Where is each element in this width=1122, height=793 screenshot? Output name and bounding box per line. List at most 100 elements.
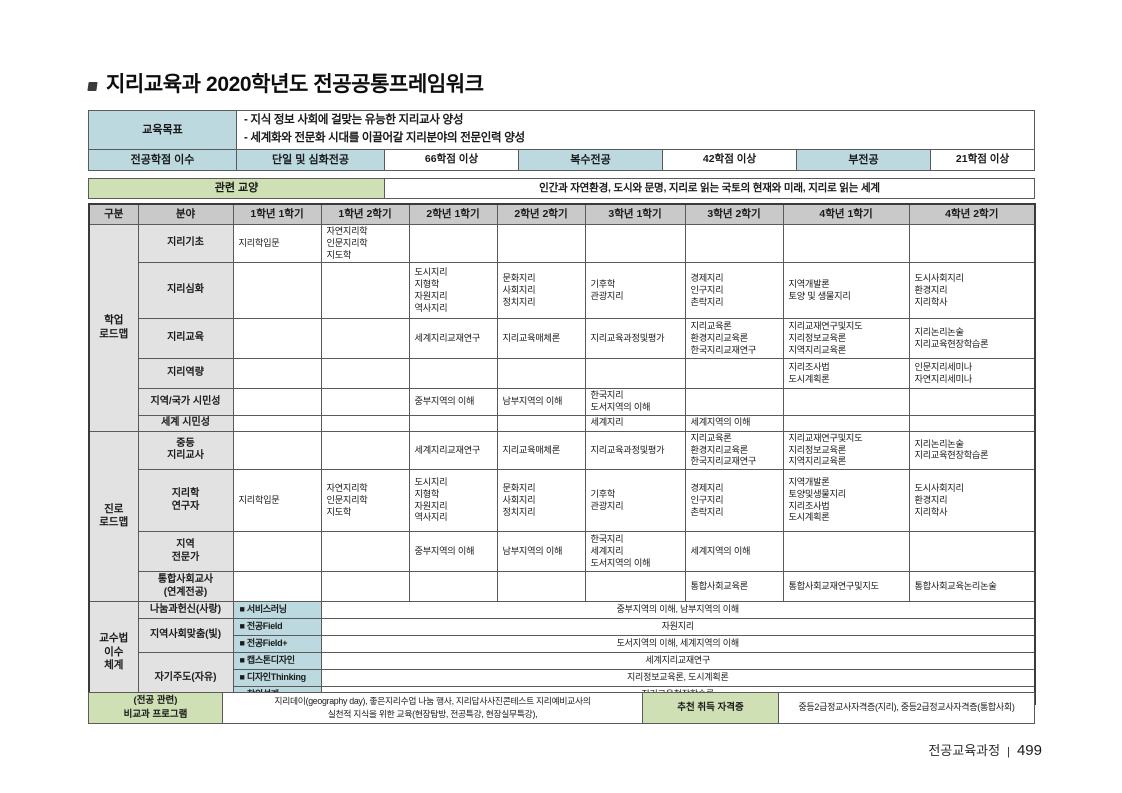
program-description-line-2: 실천적 지식을 위한 교육(현장탐방, 전공특강, 현장실무특강), (327, 709, 538, 720)
matrix-group-label-line: 로드맵 (99, 516, 129, 529)
matrix-field-label-line: 지리역량 (167, 367, 204, 379)
matrix-field-label: 중등 지리교사 (137, 430, 234, 471)
matrix-cell (584, 358, 686, 390)
matrix-cell (782, 223, 910, 264)
course-name: 지리교육론 (690, 432, 732, 443)
matrix-cell (320, 571, 410, 603)
matrix-cell (232, 571, 322, 603)
credit-type-minor: 부전공 (796, 148, 931, 171)
course-name: 경제지리 (690, 482, 724, 493)
course-name: 도서지역의 이해 (590, 402, 651, 413)
matrix-cell: 자연지리학 인문지리학 지도학 (320, 469, 410, 533)
teaching-method-field: 나눔과헌신(사랑) (137, 601, 234, 620)
teaching-method-value: 세계지리교재연구 (320, 652, 1036, 671)
course-name: 환경지리 (914, 494, 948, 505)
course-name: 인구지리 (690, 494, 724, 505)
course-name: 세계지역의 이해 (690, 545, 751, 556)
course-name: 인문지리세미나 (914, 362, 973, 373)
program-label-line-2: 비교과 프로그램 (123, 709, 188, 721)
matrix-cell (684, 388, 784, 416)
course-name: 통합사회교육론 (690, 580, 749, 591)
matrix-cell (684, 358, 784, 390)
liberal-arts-row: 관련 교양 인간과 자연환경, 도시와 문명, 지리로 읽는 국토의 현재와 미… (88, 178, 1035, 199)
credits-label: 전공학점 이수 (88, 148, 237, 171)
goal-label: 교육목표 (88, 110, 237, 150)
matrix-cell: 지역개발론 토양 및 생물지리 (782, 262, 910, 320)
matrix-cell: 지리교육론 환경지리교육론 한국지리교재연구 (684, 318, 784, 360)
program-table: (전공 관련) 비교과 프로그램 지리데이(geography day), 좋은… (88, 691, 1035, 725)
matrix-cell (320, 531, 410, 573)
matrix-cell: 기후학 관광지리 (584, 469, 686, 533)
matrix-field-label-line: 세계 시민성 (161, 416, 210, 428)
matrix-field-label-line: 연구자 (171, 500, 200, 512)
course-name: 지리교육과정및평가 (590, 332, 665, 343)
matrix-cell (584, 223, 686, 264)
course-name: 세계지리 (590, 417, 624, 428)
course-name: 도시지리 (414, 267, 448, 278)
certificate-value: 중등2급정교사자격증(지리), 중등2급정교사자격증(통합사회) (778, 691, 1035, 725)
matrix-cell (408, 571, 498, 603)
matrix-cell: 인문지리세미나 자연지리세미나 (908, 358, 1036, 390)
course-name: 역사지리 (414, 302, 448, 313)
matrix-header-4: 2학년 1학기 (408, 203, 498, 225)
matrix-cell: 지리학입문 (232, 223, 322, 264)
teaching-method-field: 지역사회맞춤(빛) (137, 618, 234, 654)
matrix-cell: 지리교육매체론 (496, 318, 586, 360)
course-name: 도시계획론 (788, 512, 830, 523)
course-name: 도시사회지리 (914, 273, 964, 284)
course-name: 세계지역의 이해 (690, 417, 751, 428)
course-name: 지리논리논술 (914, 438, 964, 449)
teaching-method-value: 도서지역의 이해, 세계지역의 이해 (320, 635, 1036, 654)
course-name: 한국지리교재연구 (690, 456, 757, 467)
course-name: 지역지리교육론 (788, 344, 847, 355)
matrix-cell: 문화지리 사회지리 정치지리 (496, 469, 586, 533)
course-name: 지역개발론 (788, 279, 830, 290)
course-name: 세계지리 (590, 545, 624, 556)
course-name: 인구지리 (690, 284, 724, 295)
matrix-group-label-line: 학업 (104, 314, 124, 327)
matrix-row: 지리학 연구자 지리학입문 자연지리학 인문지리학 지도학 도시지리 지형학 자원지리 역사지리 문… (89, 469, 1036, 533)
matrix-cell: 세계지역의 이해 (684, 414, 784, 432)
course-name: 토양및생물지리 (788, 488, 847, 499)
matrix-cell (232, 262, 322, 320)
course-name: 한국지리교재연구 (690, 344, 757, 355)
course-name: 도시계획론 (788, 373, 830, 384)
liberal-arts-value: 인간과 자연환경, 도시와 문명, 지리로 읽는 국토의 현재와 미래, 지리로… (384, 178, 1035, 199)
matrix-field-label: 통합사회교사 (연계전공) (137, 571, 234, 603)
course-name: 환경지리 (914, 284, 948, 295)
matrix-cell (408, 223, 498, 264)
goal-line-1: - 지식 정보 사회에 걸맞는 유능한 지리교사 양성 (244, 114, 464, 126)
matrix-cell (496, 358, 586, 390)
teaching-method-group-line: 체계 (104, 659, 124, 672)
matrix-row: 통합사회교사 (연계전공) 통합사회교육론 통합사회교재연구및지도 통합사회교육논리논술 (89, 571, 1036, 603)
matrix-cell (908, 223, 1036, 264)
matrix-cell (320, 414, 410, 432)
course-name: 지리학입문 (238, 494, 280, 505)
bullet-icon (87, 81, 98, 91)
course-name: 지도학 (326, 249, 352, 260)
matrix-header-7: 3학년 2학기 (684, 203, 784, 225)
matrix-cell: 도시사회지리 환경지리 지리학사 (908, 469, 1036, 533)
course-name: 관광지리 (590, 500, 624, 511)
course-name: 지리교재연구및지도 (788, 432, 863, 443)
matrix-cell (684, 223, 784, 264)
matrix-field-label-line: 지역/국가 시민성 (150, 395, 221, 407)
matrix-field-label: 지역 전문가 (137, 531, 234, 573)
matrix-cell (908, 388, 1036, 416)
teaching-method-row: 교수법 이수 체계 나눔과헌신(사랑) ■ 서비스러닝 중부지역의 이해, 남부지역의 이… (88, 601, 1036, 705)
matrix-header-5: 2학년 2학기 (496, 203, 586, 225)
matrix-cell: 남부지역의 이해 (496, 388, 586, 416)
course-name: 사회지리 (502, 284, 536, 295)
matrix-cell (320, 388, 410, 416)
matrix-cell (232, 358, 322, 390)
course-name: 통합사회교육논리논술 (914, 580, 997, 591)
teaching-method-label: ■ 캡스톤디자인 (232, 652, 322, 671)
matrix-field-label: 세계 시민성 (137, 414, 234, 432)
footer-label: 전공교육과정 (928, 743, 1001, 758)
matrix-field-label: 지역/국가 시민성 (137, 388, 234, 416)
matrix-cell: 세계지리교재연구 (408, 318, 498, 360)
goal-body: - 지식 정보 사회에 걸맞는 유능한 지리교사 양성 - 세계화와 전문화 시… (235, 110, 1036, 150)
matrix-cell (320, 358, 410, 390)
course-name: 중부지역의 이해 (414, 545, 475, 556)
teaching-method-group-line: 이수 (104, 645, 124, 658)
